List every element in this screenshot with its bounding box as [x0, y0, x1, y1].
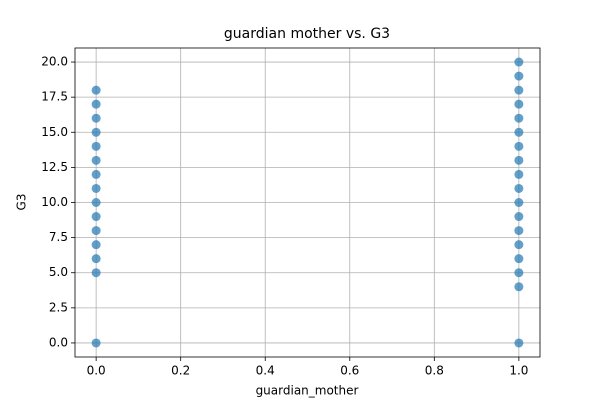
y-tick-label: 15.0	[41, 125, 68, 139]
point	[514, 127, 524, 137]
y-tick-label: 5.0	[49, 265, 68, 279]
point	[514, 338, 524, 348]
point	[514, 254, 524, 264]
point	[91, 212, 101, 222]
point	[91, 254, 101, 264]
point	[91, 155, 101, 165]
point	[514, 226, 524, 236]
point	[91, 198, 101, 207]
y-tick-label: 12.5	[41, 160, 68, 174]
point	[91, 141, 101, 151]
y-tick-label: 2.5	[49, 300, 68, 314]
y-tick-label: 17.5	[41, 90, 68, 104]
point	[514, 85, 524, 95]
point	[91, 85, 101, 95]
point	[91, 113, 101, 123]
x-tick-label: 0.4	[256, 364, 275, 378]
point	[514, 212, 524, 222]
point	[514, 183, 524, 193]
y-tick-label: 0.0	[49, 335, 68, 349]
point	[514, 141, 524, 151]
point	[514, 113, 524, 123]
point	[514, 240, 524, 250]
point	[91, 169, 101, 179]
point	[514, 268, 524, 278]
point	[91, 226, 101, 236]
point	[91, 240, 101, 250]
point	[514, 71, 524, 81]
point	[91, 99, 101, 109]
point	[514, 282, 524, 292]
chart-title: guardian mother vs. G3	[224, 26, 390, 42]
x-tick-label: 0.8	[425, 364, 444, 378]
x-tick-label: 0.2	[171, 364, 190, 378]
point	[91, 268, 101, 278]
point	[514, 198, 524, 207]
x-tick-label: 0.0	[87, 364, 106, 378]
point	[514, 57, 524, 67]
point	[91, 183, 101, 193]
point	[514, 169, 524, 179]
x-tick-label: 0.6	[340, 364, 359, 378]
point	[91, 338, 101, 348]
y-tick-label: 10.0	[41, 195, 68, 209]
y-tick-label: 7.5	[49, 230, 68, 244]
point	[91, 127, 101, 137]
y-tick-label: 20.0	[41, 55, 68, 69]
x-axis-label: guardian_mother	[256, 384, 359, 398]
plot-frame	[74, 47, 541, 358]
point	[514, 99, 524, 109]
x-tick-label: 1.0	[509, 364, 528, 378]
y-axis-label: G3	[15, 194, 29, 211]
point	[514, 155, 524, 165]
